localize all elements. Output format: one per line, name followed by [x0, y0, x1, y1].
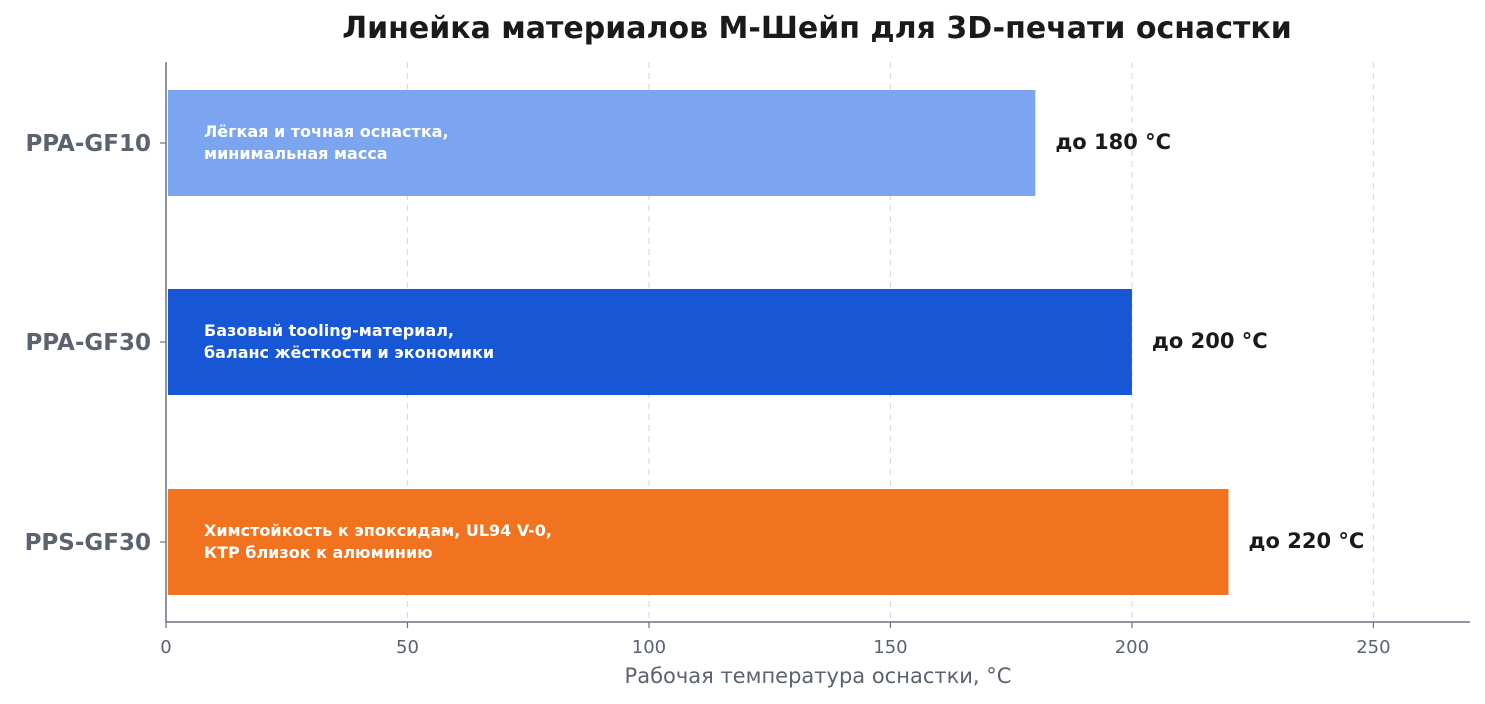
- bar-pps-gf30: [168, 489, 1229, 595]
- value-label: до 200 °C: [1152, 329, 1268, 353]
- bars: Лёгкая и точная оснастка, минимальная мас…: [168, 90, 1364, 595]
- category-label: PPS-GF30: [25, 530, 151, 556]
- bar-description-line: КТР близок к алюминию: [204, 543, 433, 562]
- bar-description-line: баланс жёсткости и экономики: [204, 343, 494, 362]
- bar-description-line: минимальная масса: [204, 144, 388, 163]
- bar-description-line: Химстойкость к эпоксидам, UL94 V-0,: [204, 521, 552, 540]
- bar-description-line: Базовый tooling-материал,: [204, 321, 454, 340]
- x-tick-label: 0: [160, 637, 171, 658]
- y-category-labels: PPA-GF10 PPA-GF30 PPS-GF30: [25, 131, 166, 556]
- category-label: PPA-GF30: [25, 330, 151, 356]
- bar-description-line: Лёгкая и точная оснастка,: [204, 122, 449, 141]
- bar-ppa-gf30: [168, 289, 1132, 395]
- x-axis-label: Рабочая температура оснастки, °C: [625, 664, 1012, 688]
- x-ticks: 0 50 100 150 200 250: [160, 622, 1391, 658]
- x-tick-label: 200: [1115, 637, 1149, 658]
- x-tick-label: 100: [632, 637, 666, 658]
- x-tick-label: 50: [396, 637, 419, 658]
- x-tick-label: 150: [873, 637, 907, 658]
- value-label: до 180 °C: [1055, 130, 1171, 154]
- x-tick-label: 250: [1356, 637, 1390, 658]
- bar-ppa-gf10: [168, 90, 1036, 196]
- category-label: PPA-GF10: [25, 131, 151, 157]
- value-label: до 220 °C: [1249, 529, 1365, 553]
- chart-title: Линейка материалов М-Шейп для 3D-печати …: [342, 11, 1292, 46]
